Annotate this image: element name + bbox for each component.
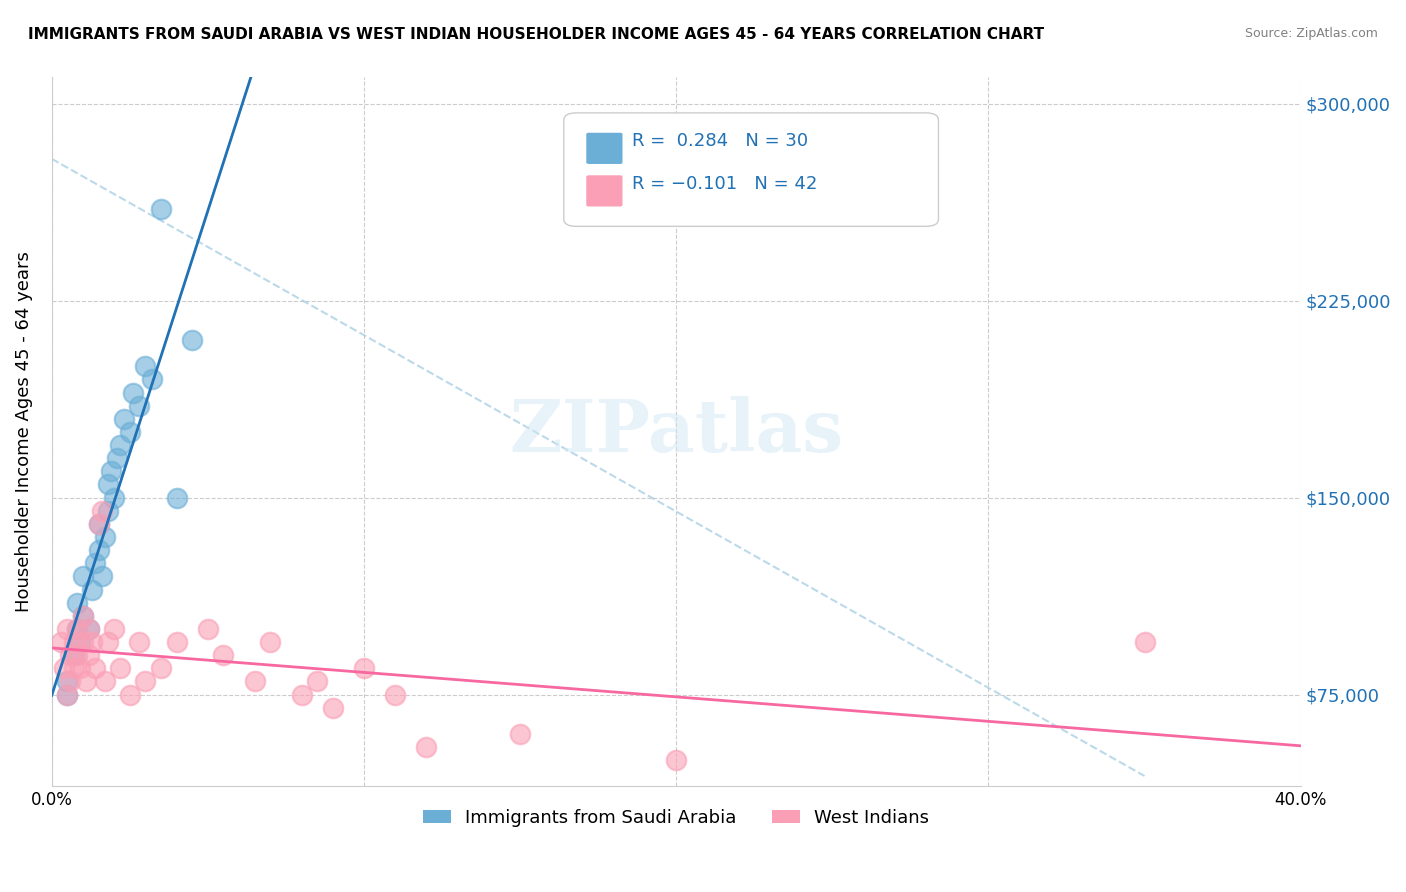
Point bbox=[134, 359, 156, 374]
Point bbox=[66, 648, 89, 663]
Point bbox=[56, 688, 79, 702]
Point bbox=[141, 372, 163, 386]
Point bbox=[66, 622, 89, 636]
Point bbox=[105, 451, 128, 466]
Point bbox=[307, 674, 329, 689]
Text: ZIPatlas: ZIPatlas bbox=[509, 396, 844, 467]
Point bbox=[259, 635, 281, 649]
Point bbox=[72, 635, 94, 649]
Point bbox=[62, 635, 84, 649]
Point bbox=[59, 648, 82, 663]
Point bbox=[69, 661, 91, 675]
Point bbox=[94, 530, 117, 544]
Point bbox=[90, 504, 112, 518]
Point bbox=[103, 622, 125, 636]
Point bbox=[353, 661, 375, 675]
Point bbox=[197, 622, 219, 636]
Point bbox=[150, 661, 173, 675]
Point bbox=[62, 648, 84, 663]
Point bbox=[90, 569, 112, 583]
Text: R =  0.284   N = 30: R = 0.284 N = 30 bbox=[633, 132, 808, 150]
Text: Source: ZipAtlas.com: Source: ZipAtlas.com bbox=[1244, 27, 1378, 40]
Point bbox=[87, 543, 110, 558]
Point bbox=[415, 740, 437, 755]
Point bbox=[134, 674, 156, 689]
Point bbox=[110, 661, 132, 675]
Point bbox=[56, 622, 79, 636]
Point bbox=[166, 491, 188, 505]
Point bbox=[509, 727, 531, 741]
Point bbox=[66, 596, 89, 610]
Point bbox=[97, 477, 120, 491]
Point bbox=[87, 516, 110, 531]
Point bbox=[1133, 635, 1156, 649]
Point bbox=[77, 622, 100, 636]
Point bbox=[66, 622, 89, 636]
Point bbox=[122, 385, 145, 400]
Point bbox=[72, 608, 94, 623]
Point bbox=[181, 333, 204, 347]
Point bbox=[243, 674, 266, 689]
Y-axis label: Householder Income Ages 45 - 64 years: Householder Income Ages 45 - 64 years bbox=[15, 252, 32, 613]
Point bbox=[290, 688, 312, 702]
Point bbox=[128, 635, 150, 649]
Point bbox=[97, 635, 120, 649]
Point bbox=[77, 648, 100, 663]
Point bbox=[84, 556, 107, 570]
Point bbox=[128, 399, 150, 413]
Point bbox=[118, 425, 141, 439]
Point bbox=[97, 504, 120, 518]
Point bbox=[69, 635, 91, 649]
Text: R = −0.101   N = 42: R = −0.101 N = 42 bbox=[633, 175, 818, 193]
Point bbox=[150, 202, 173, 216]
Point bbox=[82, 635, 104, 649]
Point bbox=[82, 582, 104, 597]
Point bbox=[53, 661, 76, 675]
Point bbox=[384, 688, 406, 702]
Point bbox=[62, 661, 84, 675]
Point bbox=[72, 608, 94, 623]
FancyBboxPatch shape bbox=[564, 113, 938, 227]
Point bbox=[87, 516, 110, 531]
Point bbox=[94, 674, 117, 689]
Point bbox=[110, 438, 132, 452]
Point bbox=[77, 622, 100, 636]
Point bbox=[212, 648, 235, 663]
Point bbox=[665, 753, 688, 767]
FancyBboxPatch shape bbox=[586, 133, 623, 164]
Point bbox=[56, 674, 79, 689]
Point bbox=[72, 569, 94, 583]
Text: IMMIGRANTS FROM SAUDI ARABIA VS WEST INDIAN HOUSEHOLDER INCOME AGES 45 - 64 YEAR: IMMIGRANTS FROM SAUDI ARABIA VS WEST IND… bbox=[28, 27, 1045, 42]
Point bbox=[56, 688, 79, 702]
FancyBboxPatch shape bbox=[586, 176, 623, 206]
Point bbox=[100, 464, 122, 478]
Point bbox=[75, 674, 97, 689]
Point bbox=[59, 674, 82, 689]
Point bbox=[112, 412, 135, 426]
Point bbox=[49, 635, 72, 649]
Legend: Immigrants from Saudi Arabia, West Indians: Immigrants from Saudi Arabia, West India… bbox=[416, 802, 936, 834]
Point bbox=[84, 661, 107, 675]
Point bbox=[118, 688, 141, 702]
Point bbox=[322, 700, 344, 714]
Point bbox=[166, 635, 188, 649]
Point bbox=[103, 491, 125, 505]
